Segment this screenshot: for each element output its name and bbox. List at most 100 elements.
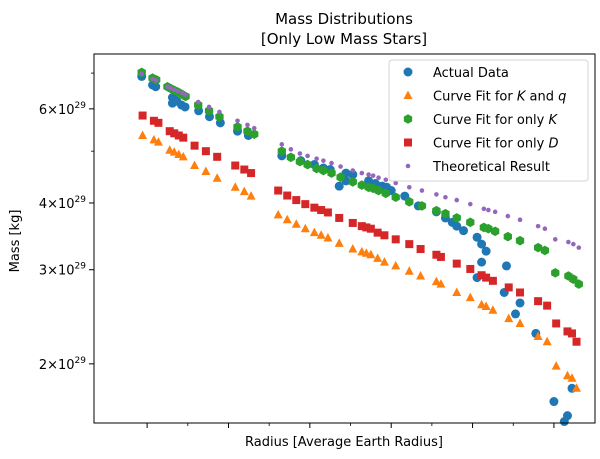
data-point xyxy=(431,276,441,286)
data-point xyxy=(572,337,581,346)
data-point xyxy=(566,239,571,245)
legend-marker xyxy=(404,138,412,147)
data-point xyxy=(240,165,249,174)
data-point xyxy=(348,244,358,253)
data-point xyxy=(231,161,240,170)
data-point xyxy=(338,164,343,169)
legend-item: Theoretical Result xyxy=(405,160,550,175)
data-point xyxy=(150,76,155,82)
data-point xyxy=(190,160,200,170)
data-point xyxy=(206,104,212,110)
data-point xyxy=(171,87,177,92)
data-point xyxy=(309,227,319,237)
data-point xyxy=(481,206,487,212)
data-point xyxy=(552,237,558,242)
data-point xyxy=(543,301,552,310)
data-point xyxy=(505,213,511,219)
data-point xyxy=(283,191,292,200)
data-point xyxy=(350,168,356,173)
data-point xyxy=(511,309,520,319)
data-point xyxy=(576,245,582,250)
data-point xyxy=(246,191,256,200)
data-point xyxy=(441,208,450,219)
y-tick-label: 2×1029 xyxy=(39,356,86,373)
chart-title-line-1: Mass Distributions xyxy=(275,10,413,28)
data-point xyxy=(459,226,469,236)
data-point xyxy=(213,152,222,161)
data-point xyxy=(405,240,414,249)
data-point xyxy=(149,134,159,144)
data-point xyxy=(405,197,414,207)
data-point xyxy=(233,122,242,132)
legend-marker xyxy=(403,114,413,124)
data-point xyxy=(452,213,461,223)
data-point xyxy=(452,259,461,268)
data-point xyxy=(549,397,559,407)
data-point xyxy=(305,153,310,159)
data-point xyxy=(379,257,389,266)
data-point xyxy=(239,186,249,196)
series-1 xyxy=(138,130,582,392)
data-point xyxy=(540,245,550,256)
data-point xyxy=(515,235,525,246)
data-point xyxy=(235,118,240,124)
data-point xyxy=(217,109,222,115)
data-point xyxy=(348,177,357,187)
data-point xyxy=(153,137,163,146)
y-tick-label: 6×1029 xyxy=(39,101,86,118)
data-point xyxy=(138,111,147,120)
data-point xyxy=(391,192,400,203)
data-point xyxy=(151,82,161,92)
data-point xyxy=(251,125,257,131)
data-point xyxy=(180,102,190,112)
data-point xyxy=(391,235,400,244)
data-point xyxy=(170,129,179,138)
data-point xyxy=(178,151,188,161)
legend-label: Theoretical Result xyxy=(432,160,550,175)
data-point xyxy=(362,223,371,232)
data-point xyxy=(336,172,345,182)
data-point xyxy=(376,175,381,181)
data-point xyxy=(243,126,252,136)
data-point xyxy=(452,287,462,296)
axis-ticks: 2×1029 3×1029 4×1029 6×1029 xyxy=(39,72,555,428)
data-point xyxy=(165,127,174,136)
legend-item: Curve Fit for K and q xyxy=(403,90,566,105)
data-point xyxy=(466,264,475,273)
data-point xyxy=(215,111,224,122)
data-point xyxy=(317,206,326,215)
data-point xyxy=(542,226,548,232)
data-point xyxy=(348,170,358,180)
data-point xyxy=(517,217,523,223)
data-point xyxy=(321,158,326,163)
data-point xyxy=(154,118,163,127)
data-point xyxy=(516,288,525,297)
data-point xyxy=(563,327,572,336)
data-point xyxy=(201,147,210,156)
data-point xyxy=(535,223,541,229)
data-point xyxy=(212,173,222,182)
data-point xyxy=(571,241,576,247)
data-point xyxy=(334,238,344,247)
plot-frame xyxy=(93,53,596,424)
data-point xyxy=(416,271,426,280)
data-point xyxy=(295,156,305,167)
data-point xyxy=(492,209,498,215)
data-point xyxy=(297,151,303,156)
data-point xyxy=(572,383,582,392)
data-point xyxy=(568,329,576,338)
data-point xyxy=(481,301,491,311)
data-point xyxy=(551,268,560,278)
data-point xyxy=(279,142,285,147)
legend-item: Curve Fit for only D xyxy=(404,137,559,152)
data-point xyxy=(501,261,511,271)
data-point xyxy=(310,203,319,212)
data-point xyxy=(301,200,310,209)
legend: Actual Data Curve Fit for K and q Curve Fi… xyxy=(388,59,589,182)
data-point xyxy=(335,213,344,222)
data-point xyxy=(465,292,475,302)
data-point xyxy=(139,71,144,77)
data-point xyxy=(419,188,425,193)
data-point xyxy=(504,313,514,323)
